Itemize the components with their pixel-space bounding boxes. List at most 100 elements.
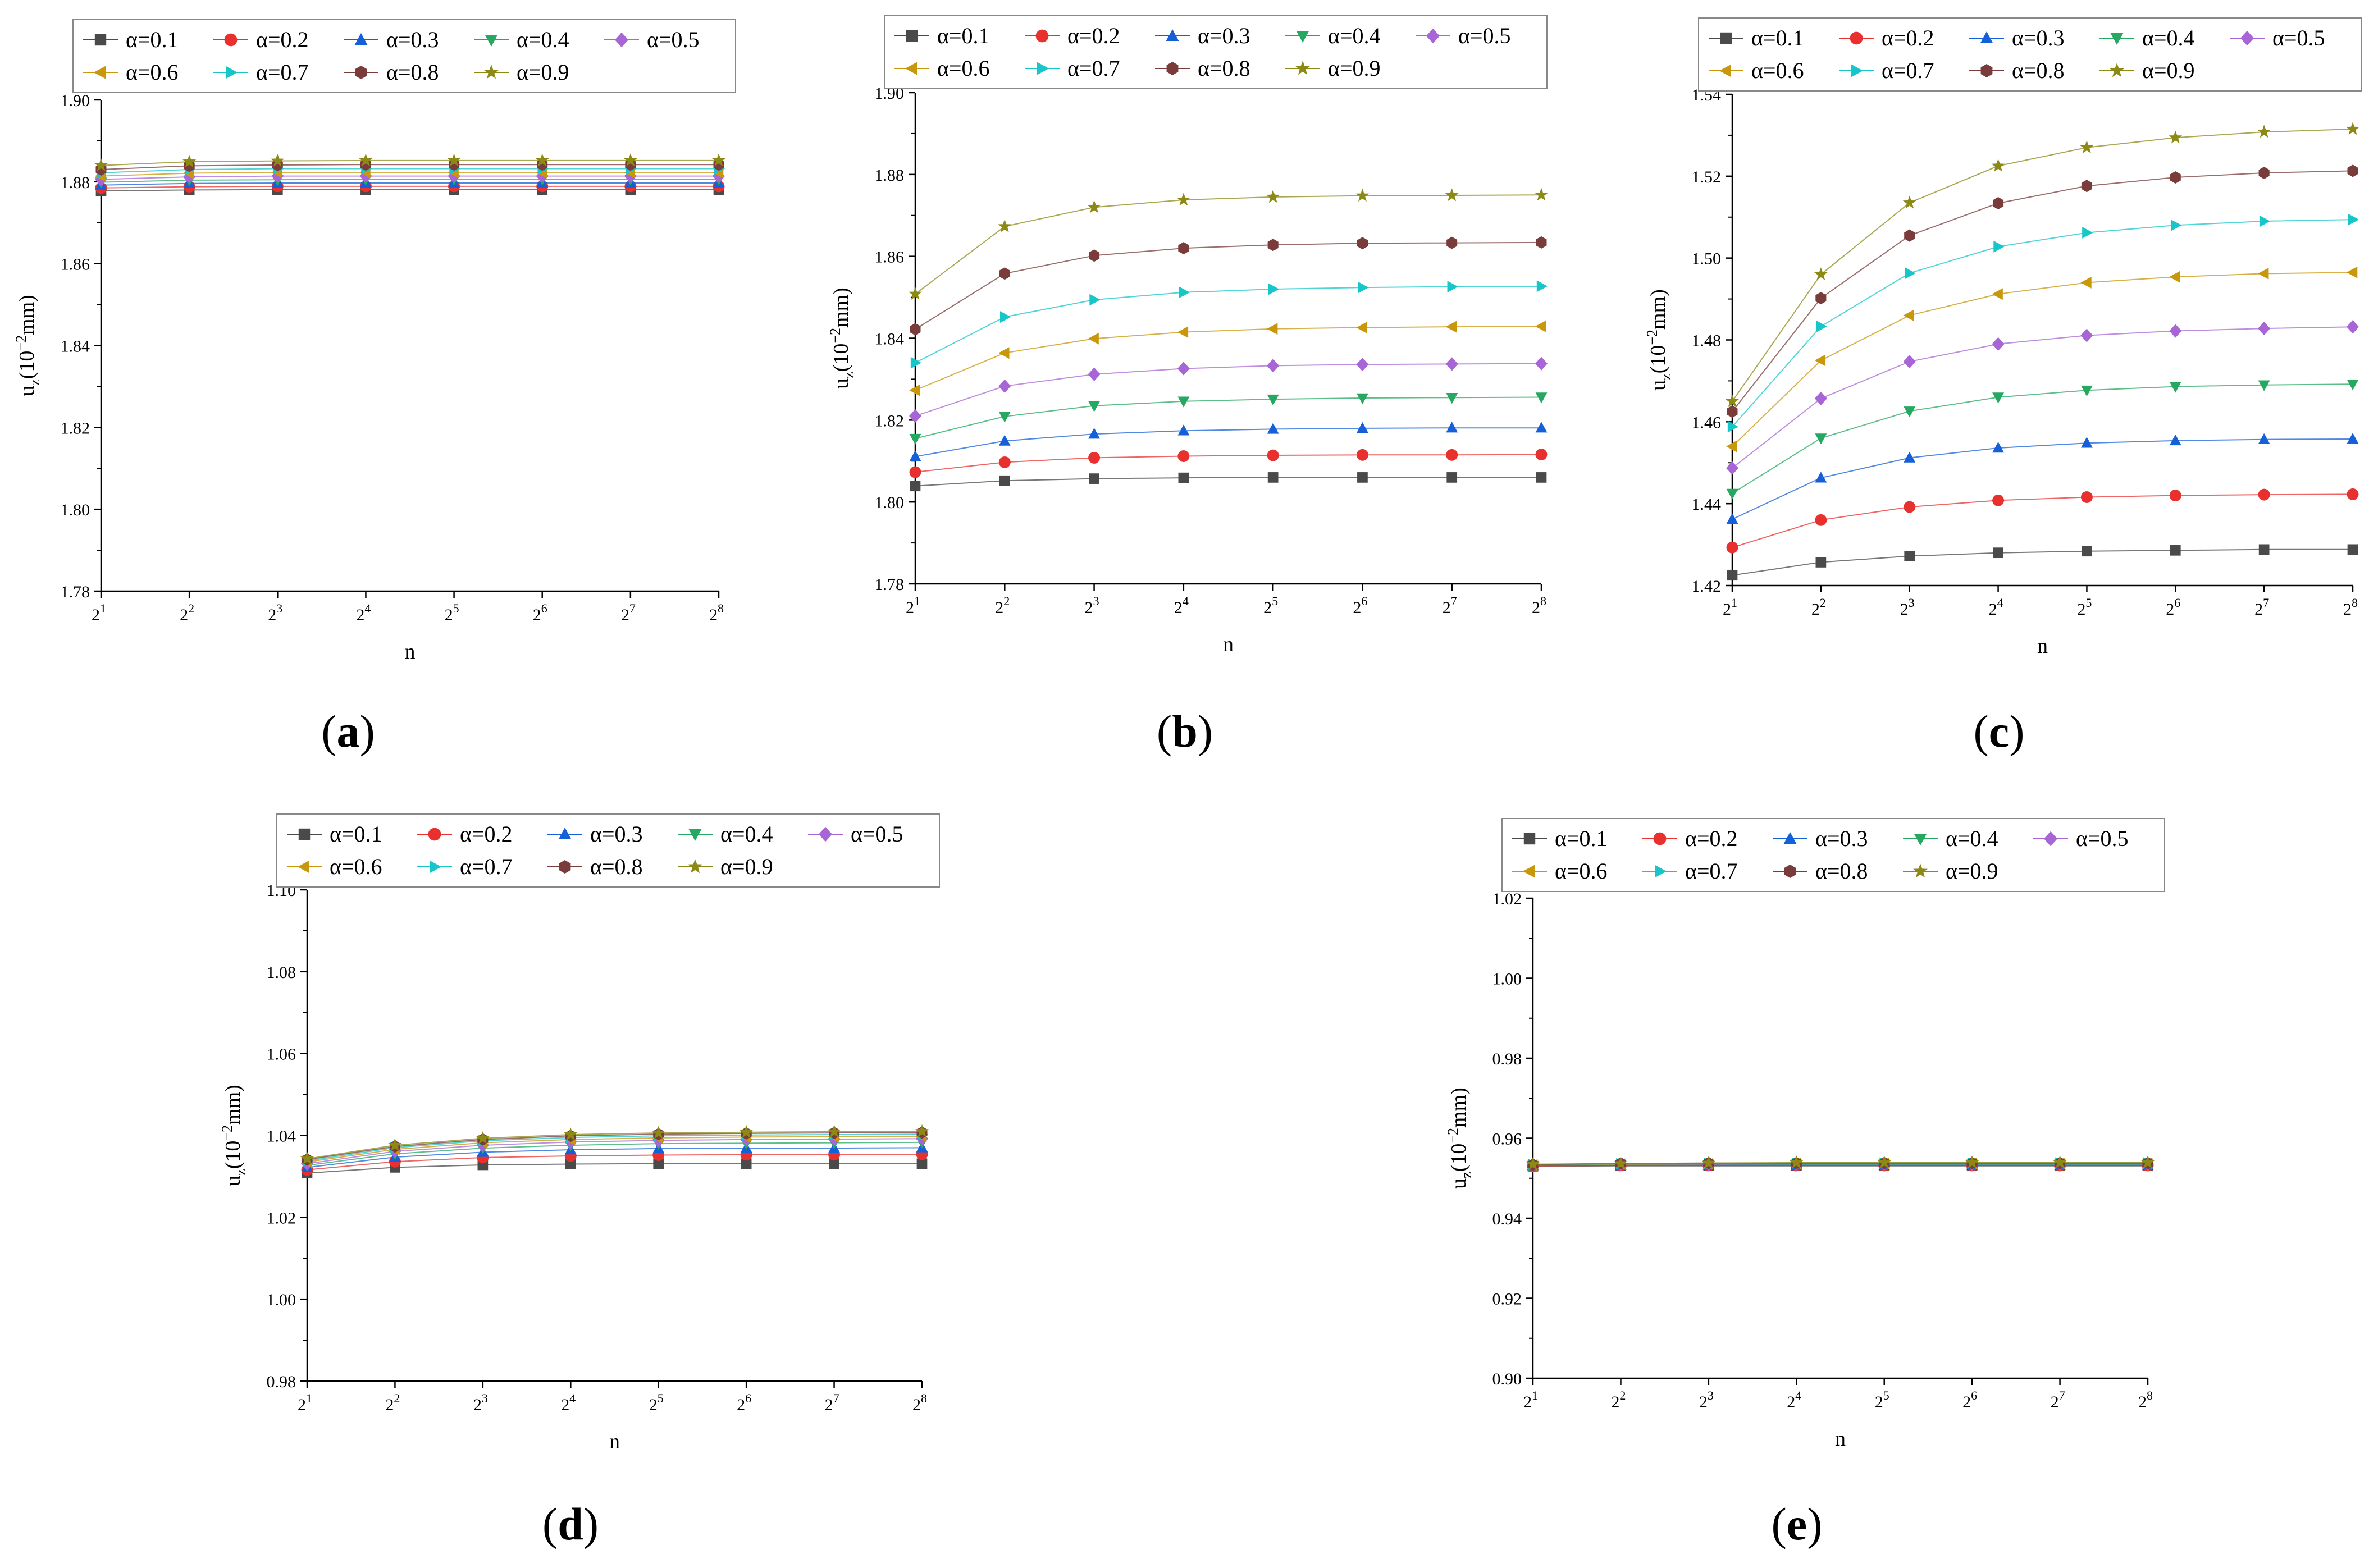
series-line [307, 1141, 923, 1166]
data-point [712, 153, 725, 167]
data-point [1268, 283, 1280, 295]
legend-item: α=0.3 [547, 821, 643, 847]
data-point [1993, 240, 2005, 253]
legend-marker [224, 33, 238, 47]
x-tick-label: 27 [2254, 596, 2269, 619]
series-line [915, 427, 1541, 458]
data-point [2081, 385, 2093, 397]
data-point [1727, 570, 1738, 581]
legend-marker [819, 826, 832, 842]
data-point [1903, 355, 1916, 369]
y-axis-title: uz(10−2mm) [1644, 289, 1674, 391]
y-tick-label: 0.98 [1492, 1050, 1522, 1068]
data-point [998, 219, 1012, 232]
data-point [998, 379, 1011, 393]
legend-item: α=0.7 [417, 854, 513, 879]
y-axis-title: uz(10−2mm) [13, 295, 43, 396]
data-point [909, 409, 921, 423]
data-point [1815, 557, 1827, 568]
data-point [1726, 488, 1738, 500]
data-point [1902, 195, 1916, 209]
x-tick-label: 27 [2051, 1388, 2065, 1411]
series-α-0.8 [1727, 164, 2358, 418]
data-point [1701, 1156, 1715, 1169]
data-point [916, 1158, 928, 1169]
data-point [1815, 292, 1827, 305]
legend-item: α=0.7 [213, 60, 309, 85]
data-point [2080, 328, 2093, 342]
legend-item: α=0.5 [604, 27, 700, 52]
y-tick-label: 1.88 [61, 173, 90, 192]
legend-label: α=0.7 [1882, 58, 1934, 83]
data-point [624, 169, 637, 183]
series-line [307, 1154, 923, 1171]
data-point [740, 1125, 754, 1138]
data-point [1088, 428, 1100, 439]
data-point [1087, 200, 1101, 213]
legend-label: α=0.4 [1946, 826, 1998, 851]
data-point [909, 433, 921, 445]
data-point [2347, 320, 2359, 334]
data-point [1877, 1155, 1891, 1169]
data-point [1991, 159, 2005, 172]
legend-item: α=0.3 [1773, 826, 1868, 851]
data-point [1445, 321, 1457, 333]
data-point [2170, 171, 2181, 184]
legend-item: α=0.6 [83, 60, 179, 85]
series-line [1732, 438, 2353, 520]
y-tick-label: 1.44 [1692, 495, 1722, 514]
data-point [998, 347, 1010, 359]
x-axis-title: n [609, 1430, 620, 1453]
data-point [2080, 491, 2093, 503]
legend-marker [355, 66, 367, 79]
legend-marker [1523, 865, 1535, 878]
data-point [2257, 125, 2271, 138]
legend-item: α=0.8 [1155, 56, 1250, 81]
data-point [1726, 440, 1737, 452]
data-point [1446, 449, 1458, 461]
data-point [1177, 424, 1190, 436]
series-line [1732, 219, 2353, 427]
x-tick-label: 23 [1699, 1388, 1714, 1411]
data-point [2258, 380, 2270, 391]
data-point [1089, 294, 1101, 306]
data-point [2082, 546, 2092, 557]
series-line [1732, 170, 2353, 412]
legend-marker [1720, 32, 1732, 44]
series-line [1732, 272, 2353, 447]
data-point [1536, 472, 1547, 483]
series-line [915, 194, 1542, 295]
legend-label: α=0.9 [1328, 56, 1381, 81]
legend-box [1698, 17, 2362, 92]
y-tick-label: 1.82 [875, 412, 905, 430]
legend-marker [2240, 30, 2254, 46]
data-point [388, 1138, 402, 1151]
data-point [2346, 122, 2359, 135]
legend: α=0.1 α=0.2 α=0.3 α=0.4 α=0.5 α=0.6 α=0.7 α=0.8… [884, 15, 1548, 89]
legend-item: α=0.2 [1839, 25, 1934, 51]
y-tick-label: 1.48 [1692, 332, 1722, 350]
x-tick-label: 23 [1900, 596, 1915, 619]
data-point [565, 1159, 576, 1169]
legend-box [884, 15, 1548, 89]
legend-marker [94, 66, 106, 79]
y-tick-label: 1.52 [1692, 168, 1722, 186]
data-point [909, 466, 921, 478]
data-point [1535, 422, 1548, 433]
legend-label: α=0.5 [2272, 25, 2325, 51]
legend-label: α=0.8 [386, 60, 439, 85]
chart-panel-a: 1.78 1.80 1.82 1.84 1.86 1.88 1.90 21 22 23 24 25 26… [13, 19, 736, 757]
data-point [1178, 242, 1189, 255]
y-tick-label: 1.90 [61, 92, 90, 110]
series-line [307, 1133, 923, 1162]
x-tick-label: 26 [1962, 1388, 1977, 1411]
series-α-0.9 [1526, 1155, 2155, 1170]
data-point [1267, 472, 1279, 483]
series-α-0.7 [1727, 213, 2359, 433]
y-axis-title: uz(10−2mm) [1445, 1087, 1475, 1189]
data-point [1177, 362, 1190, 376]
legend-item: α=0.3 [1155, 23, 1250, 48]
legend-item: α=0.1 [894, 23, 990, 48]
